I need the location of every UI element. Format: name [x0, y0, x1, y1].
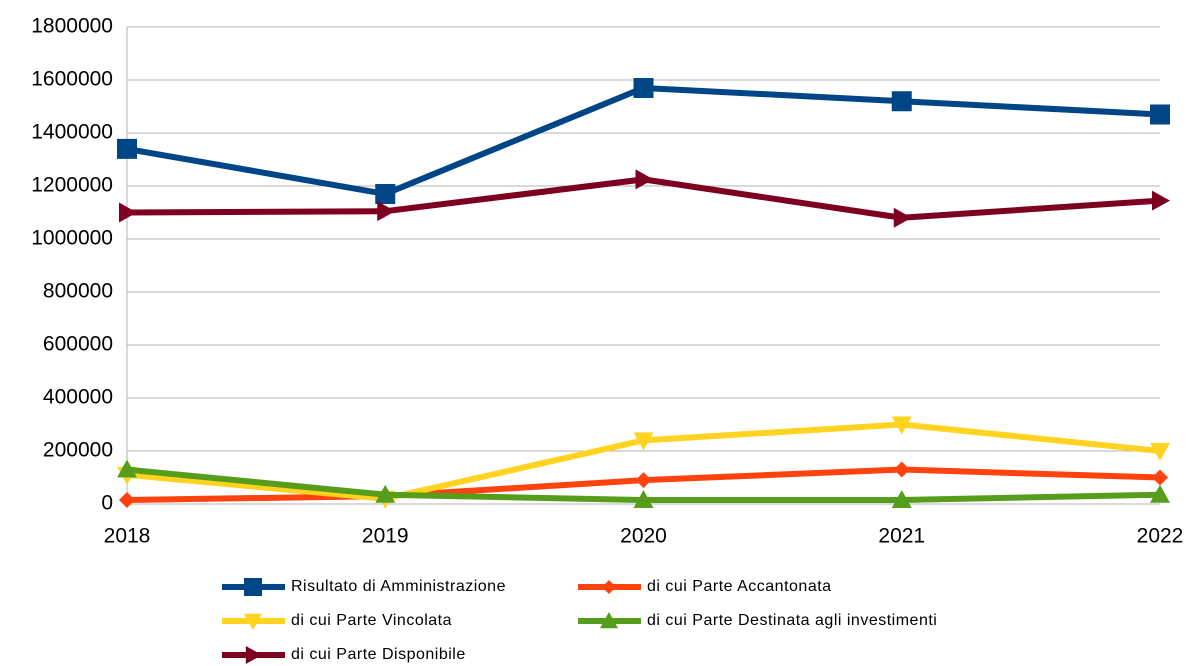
point: [891, 490, 912, 509]
x-tick-label: 2018: [104, 525, 151, 548]
point: [1152, 469, 1168, 486]
point: [635, 169, 654, 190]
y-tick-label: 0: [101, 492, 113, 515]
legend-marker: [244, 578, 262, 596]
point: [893, 207, 912, 228]
legend-marker: [602, 580, 616, 594]
point: [893, 461, 910, 478]
legend-label: Risultato di Amministrazione: [291, 578, 506, 595]
point: [635, 472, 652, 489]
point: [119, 492, 135, 509]
x-tick-label: 2021: [878, 525, 925, 548]
point: [633, 77, 654, 98]
y-tick-label: 400000: [43, 386, 113, 409]
legend-label: di cui Parte Disponibile: [291, 646, 466, 663]
point: [1150, 484, 1170, 503]
legend-label: di cui Parte Destinata agli investimenti: [647, 612, 937, 629]
point: [375, 484, 396, 503]
point: [117, 459, 137, 478]
point: [377, 201, 396, 222]
legend-label: di cui Parte Accantonata: [647, 578, 832, 595]
point: [633, 432, 654, 451]
point: [1152, 190, 1170, 211]
point: [119, 202, 137, 223]
series-line: [126, 176, 1161, 221]
x-tick-label: 2020: [620, 525, 667, 548]
legend-label: di cui Parte Vincolata: [291, 612, 452, 629]
x-tick-label: 2019: [362, 525, 409, 548]
y-tick-label: 800000: [43, 280, 113, 303]
point: [117, 138, 137, 159]
point: [891, 91, 912, 112]
y-tick-label: 1600000: [31, 68, 113, 91]
x-tick-label: 2022: [1137, 525, 1184, 548]
y-tick-label: 1200000: [31, 174, 113, 197]
point: [1150, 104, 1170, 125]
legend-marker: [244, 613, 262, 630]
y-tick-label: 200000: [43, 439, 113, 462]
legend-marker: [245, 646, 262, 664]
point: [1150, 443, 1170, 461]
y-tick-label: 1000000: [31, 227, 113, 250]
y-tick-label: 1400000: [31, 121, 113, 144]
y-tick-label: 600000: [43, 333, 113, 356]
legend-marker: [600, 612, 618, 629]
point: [633, 490, 654, 509]
y-tick-label: 1800000: [31, 15, 113, 38]
point: [891, 416, 912, 435]
point: [375, 183, 396, 204]
